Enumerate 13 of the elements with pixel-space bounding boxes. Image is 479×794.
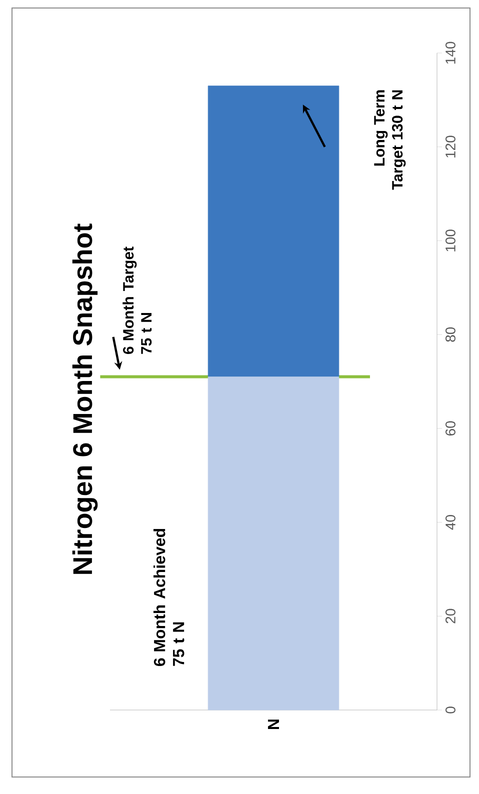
y-tick-label: 120: [446, 136, 456, 158]
y-tick-label: 20: [446, 608, 456, 624]
annotation: 6 Month Achieved 75 t N: [153, 528, 184, 666]
y-tick-label: 100: [446, 230, 456, 252]
x-tick-label: N: [268, 720, 279, 729]
y-tick-label: 140: [446, 42, 456, 64]
annotation: Long Term Target 130 t N: [374, 90, 406, 190]
y-tick-label: 80: [446, 327, 456, 342]
ref-line-label: 6 Month Target 75 t N: [122, 246, 152, 354]
y-tick-label: 0: [446, 706, 456, 714]
y-tick-label: 60: [446, 421, 456, 436]
y-tick-label: 40: [446, 515, 456, 530]
text: Nitrogen 6 Month Snapshot: [72, 224, 98, 574]
